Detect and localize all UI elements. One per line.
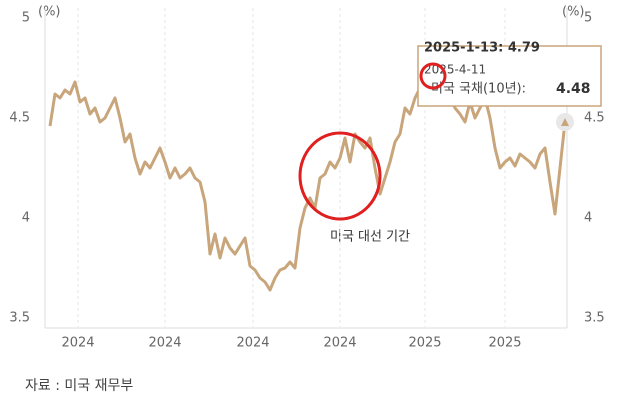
annotation: 미국 대선 기간 xyxy=(330,230,410,245)
tooltip-peak: 2025-1-13: 4.79 xyxy=(424,41,540,56)
y-tick-label-left: 3.5 xyxy=(9,311,30,326)
y-tick-label-right: 4 xyxy=(584,211,592,226)
y-tick-label-right: 3.5 xyxy=(584,311,605,326)
highlight-circle xyxy=(419,62,447,90)
y-tick-label-right: 4.5 xyxy=(584,111,605,126)
x-tick-label: 2025 xyxy=(488,336,521,351)
unit-right: (%) xyxy=(562,5,585,20)
x-tick-label: 2024 xyxy=(148,336,181,351)
x-tick-label: 2024 xyxy=(323,336,356,351)
x-tick-label: 2024 xyxy=(236,336,269,351)
y-tick-label-left: 4 xyxy=(22,211,30,226)
y-tick-label-right: 5 xyxy=(584,11,592,26)
x-tick-label: 2024 xyxy=(61,336,94,351)
y-tick-label-left: 5 xyxy=(22,11,30,26)
unit-left: (%) xyxy=(38,5,61,20)
y-tick-label-left: 4.5 xyxy=(9,111,30,126)
source: 자료 : 미국 재무부 xyxy=(25,378,133,394)
highlight-circle xyxy=(298,131,382,221)
tooltip-box xyxy=(417,45,602,107)
tooltip-value: 4.48 xyxy=(556,81,591,97)
tooltip-series-label: 미국 국채(10년): xyxy=(431,82,526,97)
x-tick-label: 2025 xyxy=(408,336,441,351)
marker-triangle xyxy=(561,118,569,126)
